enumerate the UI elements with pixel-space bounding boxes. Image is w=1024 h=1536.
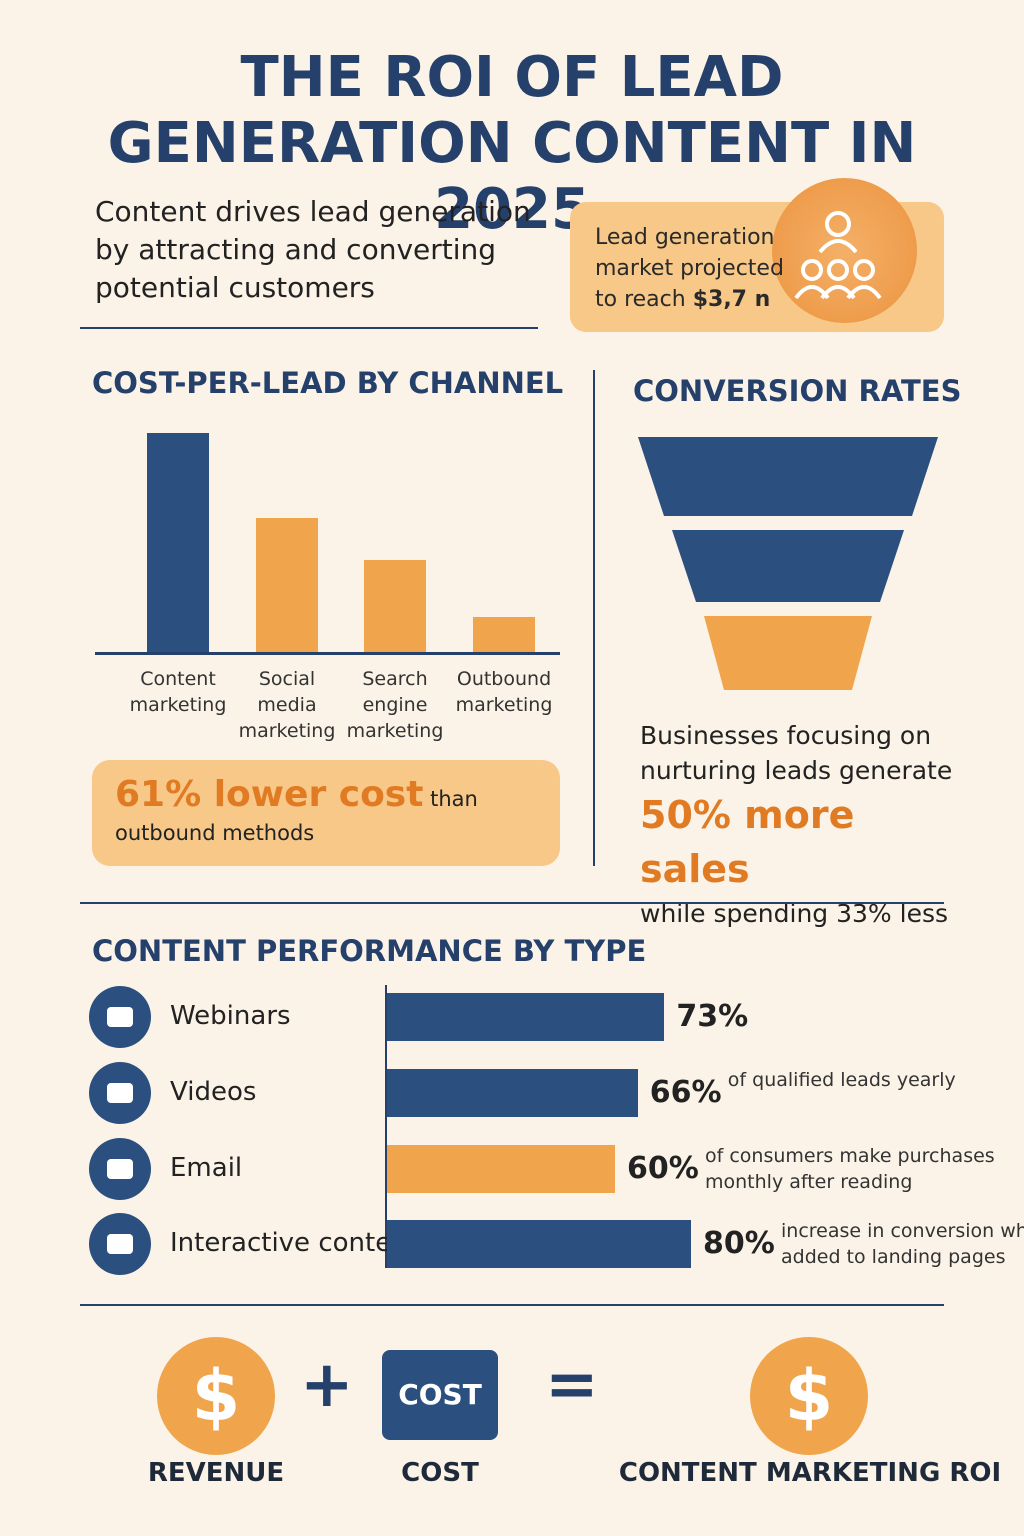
roi-icon: $: [750, 1337, 868, 1455]
divider: [80, 327, 538, 329]
category-label: Email: [170, 1153, 243, 1183]
bar: [147, 432, 209, 652]
category-label: Interactive content: [170, 1228, 418, 1258]
bar: [473, 617, 535, 652]
divider: [80, 902, 944, 904]
title: THE ROI OF LEAD GENERATION CONTENT IN 20…: [107, 45, 917, 242]
category-label: Webinars: [170, 1001, 291, 1031]
conversion-text: Businesses focusing on nurturing leads g…: [640, 718, 960, 931]
row-icon: [89, 1213, 151, 1275]
revenue-icon: $: [157, 1337, 275, 1455]
callout: Lead generation market projected to reac…: [595, 222, 795, 315]
value-label: 80%: [703, 1226, 775, 1261]
bar: [387, 1220, 691, 1268]
chart-title: COST-PER-LEAD BY CHANNEL: [92, 366, 564, 400]
icon-glyph: [107, 1083, 133, 1103]
row-icon: [89, 1062, 151, 1124]
annotation: of qualified leads yearly: [727, 1069, 956, 1091]
bar: [364, 559, 426, 652]
axis-line: [385, 985, 387, 1268]
people-icon: [794, 211, 882, 300]
row-icon: [89, 986, 151, 1048]
cost-note-box: [92, 760, 560, 866]
divider: [593, 370, 595, 866]
callout-circle: [772, 178, 917, 323]
annotation: increase in conversion when added to lan…: [781, 1220, 1024, 1268]
cost-text: than outbound methods: [115, 787, 478, 845]
equals: =: [545, 1348, 599, 1422]
baseline: [95, 652, 560, 655]
annotation: of consumers make purchases monthly afte…: [705, 1145, 995, 1193]
callout-text: Lead generation market projected to reac…: [595, 225, 784, 312]
row-icon: [89, 1138, 151, 1200]
bar: [387, 993, 665, 1041]
x-tick-label: Social media marketing: [238, 668, 336, 742]
roi-label: CONTENT MARKETING ROI: [618, 1458, 1002, 1488]
cost-highlight: 61% lower cost: [115, 774, 424, 815]
value-label: 60%: [627, 1151, 699, 1186]
bar: [387, 1069, 638, 1117]
cost-box: COST: [382, 1350, 498, 1440]
revenue-label: REVENUE: [147, 1458, 285, 1488]
divider: [80, 1304, 944, 1306]
value-label: 66%: [649, 1075, 722, 1110]
chart-title: CONTENT PERFORMANCE BY TYPE: [92, 934, 647, 968]
conversion-lead: Businesses focusing on nurturing leads g…: [640, 721, 953, 785]
plus: +: [300, 1348, 354, 1422]
x-tick-label: Outbound marketing: [455, 668, 553, 716]
value-label: 73%: [676, 999, 749, 1034]
cost-note: 61% lower cost than outbound methods: [115, 777, 555, 850]
bar: [256, 518, 318, 652]
x-tick-label: Content marketing: [129, 668, 227, 716]
category-label: Videos: [170, 1077, 257, 1107]
funnel: [638, 437, 938, 690]
x-tick-label: Search engine marketing: [346, 668, 444, 742]
cost-label: COST: [401, 1458, 479, 1488]
callout-value: $3,7 n: [692, 287, 771, 312]
intro: Content drives lead generation by attrac…: [95, 195, 531, 304]
bar: [387, 1145, 615, 1193]
icon-glyph: [107, 1007, 133, 1027]
icon-glyph: [107, 1159, 133, 1179]
icon-glyph: [107, 1234, 133, 1254]
section-title: CONVERSION RATES: [633, 374, 962, 408]
conversion-highlight: 50% more sales: [640, 793, 855, 891]
